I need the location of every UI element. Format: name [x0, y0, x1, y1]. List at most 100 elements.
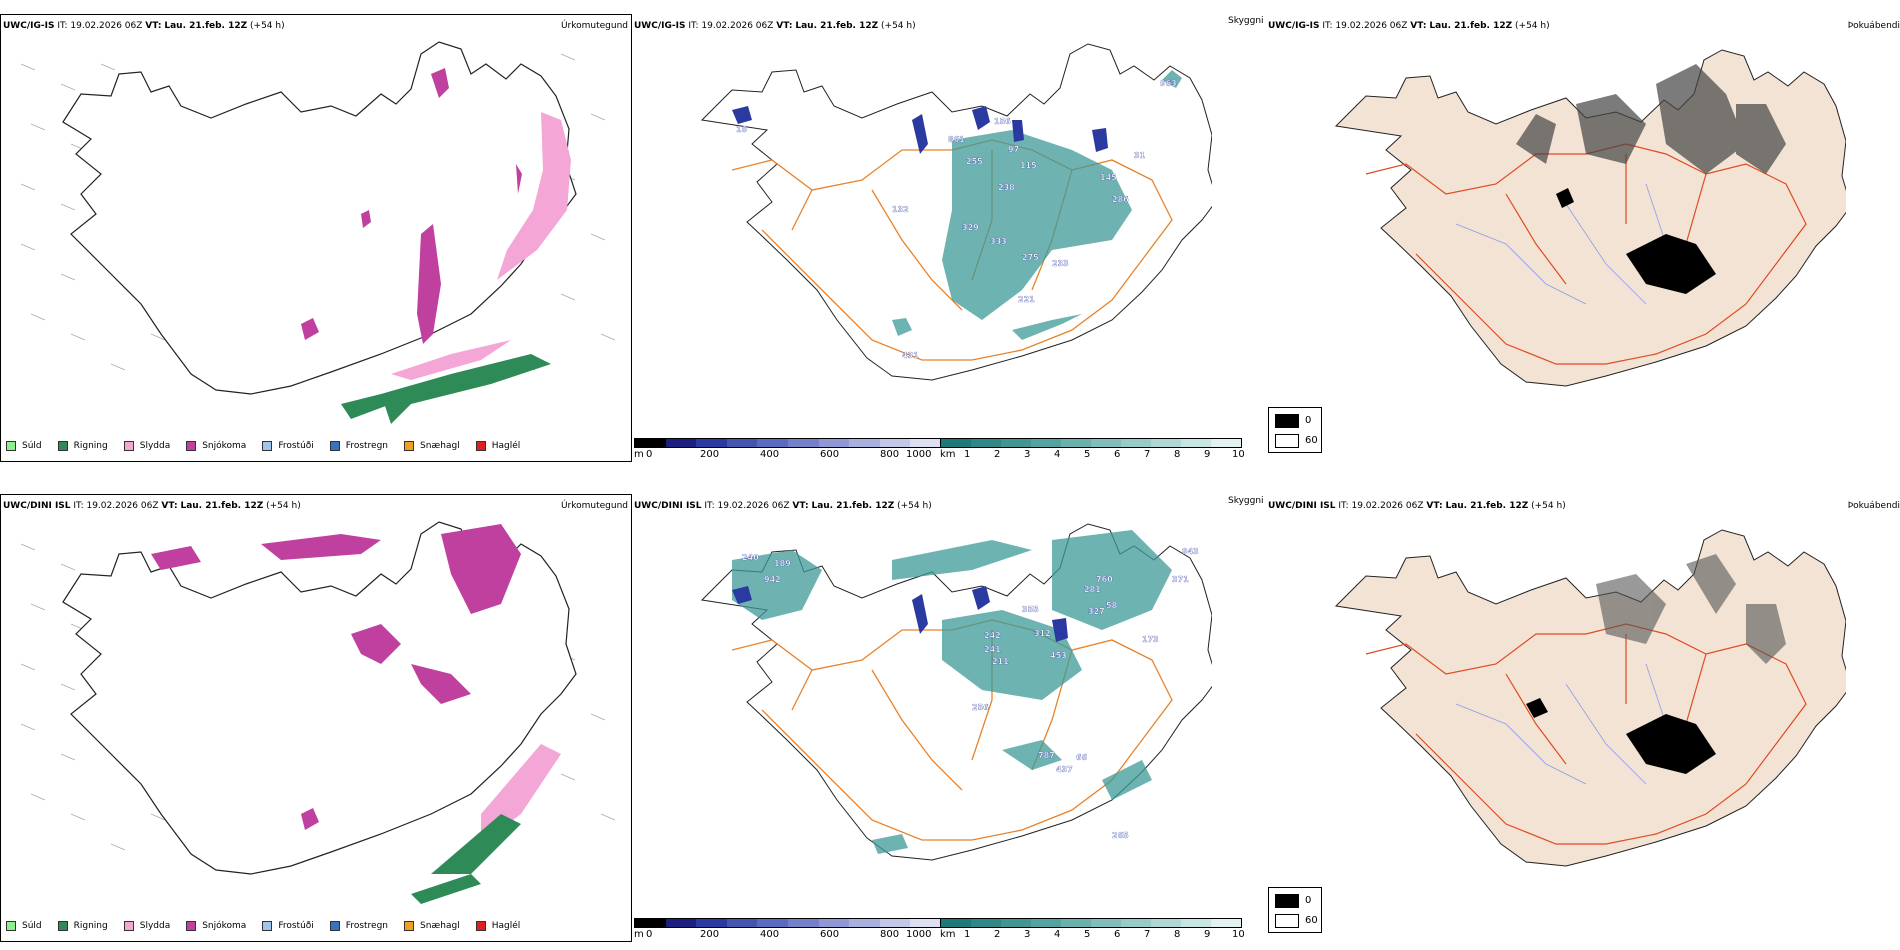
visibility-map-top: 963 861 156 255 238 145 115 31 132 329 3…	[700, 43, 1212, 381]
vis-label: 281	[1084, 585, 1101, 594]
colorbar-tick: 1000	[906, 449, 932, 460]
rain-areas	[341, 354, 551, 424]
panel-title-visibility-bottom: Skyggni	[1228, 496, 1264, 506]
vis-label: 173	[1142, 635, 1159, 644]
vis-label: 242	[984, 631, 1001, 640]
colorbar-segment	[1121, 919, 1151, 927]
swatch	[262, 441, 273, 451]
vis-label: 16	[736, 125, 748, 134]
fog-legend-top-label: 0	[1305, 895, 1312, 906]
colorbar-segment	[1151, 919, 1181, 927]
panel-title-fog-bottom: Þokuábendi	[1847, 501, 1900, 511]
panel-title-visibility-top: Skyggni	[1228, 16, 1264, 26]
swatch-black	[1275, 414, 1299, 428]
fog-dark-areas	[1596, 554, 1786, 664]
colorbar-tick: 8	[1174, 449, 1181, 460]
colorbar-segment	[726, 439, 758, 447]
colorbar-segment	[941, 919, 971, 927]
colorbar-unit: km	[940, 449, 956, 460]
colorbar-tick: 5	[1084, 449, 1091, 460]
fog-legend-top: 0 60	[1268, 407, 1322, 453]
vis-label: 329	[962, 223, 979, 232]
swatch	[186, 441, 197, 451]
fog-panel-top: UWC/IG-IS IT: 19.02.2026 06Z VT: Lau. 21…	[1268, 0, 1900, 470]
colorbar-segment	[1061, 919, 1091, 927]
legend-label: Snjókoma	[202, 921, 247, 931]
fog-map-top	[1334, 49, 1846, 387]
colorbar-tick: 200	[700, 449, 720, 460]
sleet-areas	[391, 112, 571, 380]
fog-map-bottom	[1334, 529, 1846, 867]
legend-label: Haglél	[491, 921, 521, 931]
legend-item-snaehagl: Snæhagl	[404, 921, 460, 931]
colorbar-tick: 1	[964, 449, 971, 460]
colorbar-segment	[1001, 439, 1031, 447]
colorbar-tick: 600	[820, 929, 840, 940]
legend-label: Rigning	[73, 921, 108, 931]
vis-label: 132	[892, 205, 909, 214]
colorbar-segment	[665, 439, 697, 447]
vis-label: 265	[1112, 831, 1129, 840]
visibility-m-areas	[732, 586, 1068, 642]
legend-label: Slydda	[139, 441, 171, 451]
snow-areas	[151, 524, 521, 830]
legend-item-haglel: Haglél	[475, 441, 520, 451]
colorbar-tick: 9	[1204, 449, 1211, 460]
swatch	[57, 921, 68, 931]
colorbar-tick: 2	[994, 449, 1001, 460]
colorbar-tick: 4	[1054, 929, 1061, 940]
precip-panel-top: UWC/IG-IS IT: 19.02.2026 06Z VT: Lau. 21…	[0, 0, 632, 470]
panel-title-fog-top: Þokuábendi	[1847, 21, 1900, 31]
fog-black-areas	[1526, 698, 1716, 774]
legend-item-sudld: Súld	[6, 921, 42, 931]
iceland-coastline	[62, 41, 577, 395]
precip-legend-bottom: Súld Rigning Slydda Snjókoma Frostúði Fr…	[6, 921, 536, 931]
visibility-value-labels: 942 189 240 760 281 371 327 312 453 242 …	[742, 547, 1199, 840]
legend-label: Snjókoma	[202, 441, 247, 451]
colorbar-segment	[635, 439, 666, 447]
colorbar-tick: 10	[1232, 929, 1245, 940]
header-fog-top: UWC/IG-IS IT: 19.02.2026 06Z VT: Lau. 21…	[1268, 21, 1550, 31]
swatch	[123, 921, 134, 931]
colorbar-segment	[635, 919, 666, 927]
colorbar-tick: 9	[1204, 929, 1211, 940]
colorbar-tick: 5	[1084, 929, 1091, 940]
road-network	[731, 619, 1173, 841]
colorbar-segment	[1091, 919, 1121, 927]
colorbar-segment	[971, 439, 1001, 447]
fog-legend-top-label: 0	[1305, 415, 1312, 426]
panel-title-precip-bottom: Úrkomutegund	[560, 501, 628, 511]
colorbar-segment	[910, 439, 941, 447]
colorbar-tick: 0	[646, 449, 653, 460]
colorbar-tick: 600	[820, 449, 840, 460]
red-roads	[1365, 623, 1807, 845]
vis-label: 238	[998, 183, 1015, 192]
colorbar-segment	[1031, 919, 1061, 927]
colorbar-tick: 2	[994, 929, 1001, 940]
colorbar-segment	[1121, 439, 1151, 447]
legend-item-snaehagl: Snæhagl	[404, 441, 460, 451]
legend-label: Snæhagl	[420, 921, 460, 931]
legend-item-rigning: Rigning	[57, 441, 108, 451]
vis-label: 66	[1076, 753, 1088, 762]
swatch	[123, 441, 134, 451]
swatch	[6, 921, 16, 931]
vis-label: 942	[764, 575, 781, 584]
legend-item-frostudi: Frostúði	[262, 441, 314, 451]
legend-item-slydda: Slydda	[123, 921, 170, 931]
vis-label: 31	[1134, 151, 1146, 160]
colorbar-tick: 1	[964, 929, 971, 940]
colorbar-tick: 1000	[906, 929, 932, 940]
visibility-panel-bottom: UWC/DINI ISL IT: 19.02.2026 06Z VT: Lau.…	[632, 480, 1268, 950]
colorbar-segment	[787, 439, 819, 447]
colorbar-segment	[665, 919, 697, 927]
vis-label: 963	[1160, 79, 1177, 88]
legend-label: Snæhagl	[420, 441, 460, 451]
header-visibility-top: UWC/IG-IS IT: 19.02.2026 06Z VT: Lau. 21…	[634, 21, 916, 31]
vis-label: 760	[1096, 575, 1113, 584]
vis-label: 355	[1022, 605, 1039, 614]
colorbar-segment	[818, 919, 850, 927]
vis-label: 333	[990, 237, 1007, 246]
legend-item-frostregn: Frostregn	[329, 921, 388, 931]
rain-areas	[411, 814, 521, 904]
